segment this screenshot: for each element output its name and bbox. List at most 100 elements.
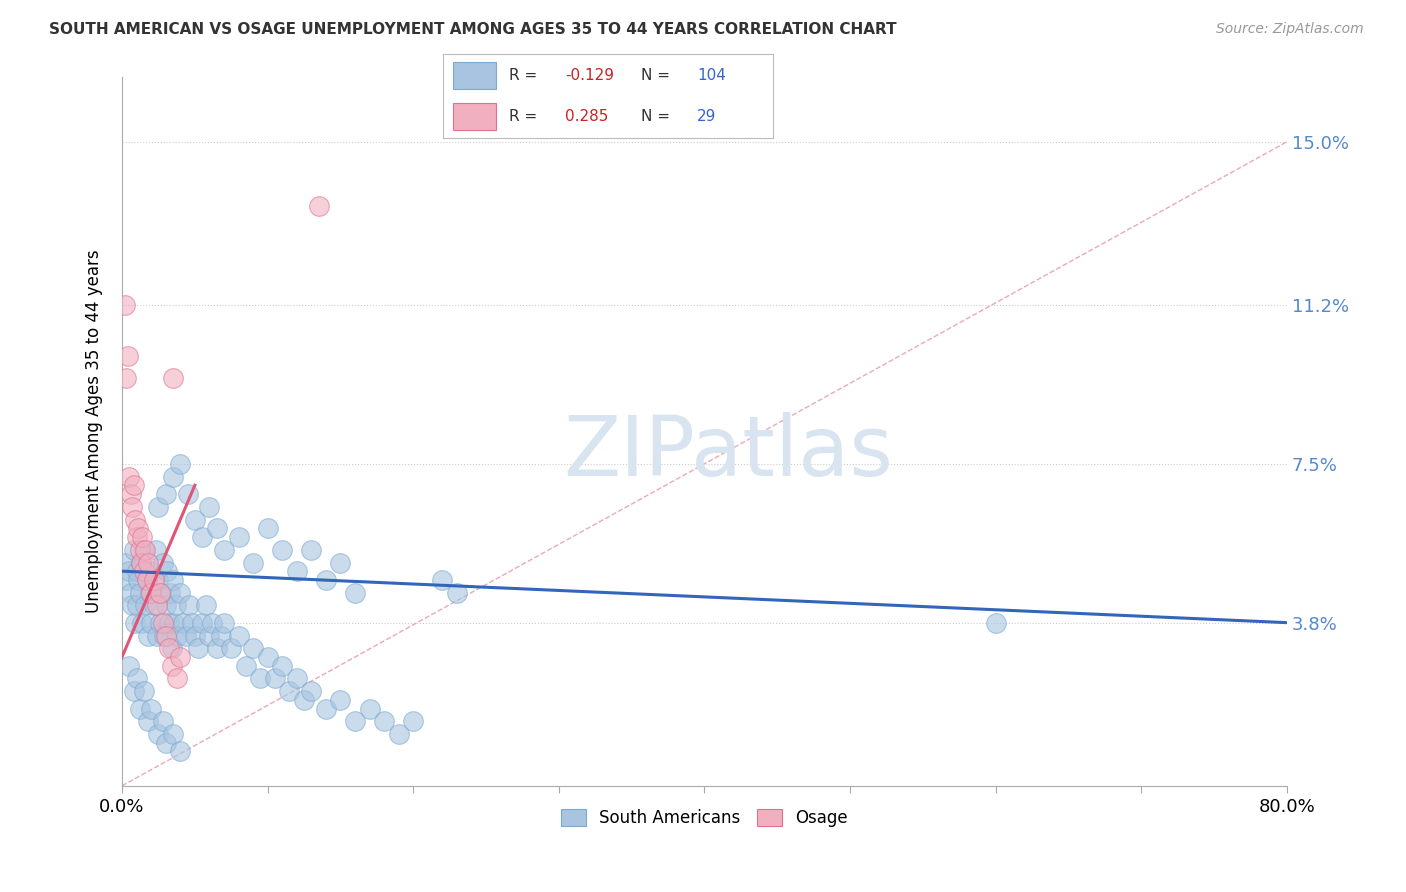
Point [184, 628, 207, 642]
Point [134, 542, 156, 557]
Point [150, 585, 173, 599]
Text: 29: 29 [697, 109, 717, 124]
Point [149, 615, 172, 630]
Point [129, 556, 152, 570]
Point [285, 564, 308, 578]
Point [121, 599, 143, 613]
Point [373, 714, 395, 729]
Point [152, 615, 174, 630]
Point [143, 573, 166, 587]
Point [122, 478, 145, 492]
Point [152, 714, 174, 729]
Point [127, 521, 149, 535]
Point [131, 530, 153, 544]
Point [114, 556, 136, 570]
Text: R =: R = [509, 68, 543, 83]
Point [121, 500, 143, 514]
Legend: South Americans, Osage: South Americans, Osage [554, 803, 855, 834]
Point [125, 599, 148, 613]
Point [201, 615, 224, 630]
Point [174, 628, 197, 642]
Text: Source: ZipAtlas.com: Source: ZipAtlas.com [1216, 22, 1364, 37]
Point [205, 641, 228, 656]
Point [117, 350, 139, 364]
Point [172, 615, 194, 630]
Point [329, 556, 352, 570]
Point [166, 672, 188, 686]
Bar [453, 62, 496, 89]
Point [432, 573, 454, 587]
Point [169, 744, 191, 758]
Point [122, 684, 145, 698]
Point [195, 599, 218, 613]
Point [141, 701, 163, 715]
Point [143, 599, 166, 613]
Point [212, 542, 235, 557]
Point [148, 573, 170, 587]
Point [359, 701, 381, 715]
Text: 0.285: 0.285 [565, 109, 609, 124]
Point [132, 684, 155, 698]
Point [125, 672, 148, 686]
Point [181, 615, 204, 630]
Point [285, 672, 308, 686]
Point [118, 469, 141, 483]
Point [212, 615, 235, 630]
Point [141, 564, 163, 578]
Point [219, 641, 242, 656]
Y-axis label: Unemployment Among Ages 35 to 44 years: Unemployment Among Ages 35 to 44 years [86, 250, 103, 614]
Point [146, 599, 169, 613]
Text: SOUTH AMERICAN VS OSAGE UNEMPLOYMENT AMONG AGES 35 TO 44 YEARS CORRELATION CHART: SOUTH AMERICAN VS OSAGE UNEMPLOYMENT AMO… [49, 22, 897, 37]
Point [402, 714, 425, 729]
Point [308, 199, 330, 213]
Point [128, 585, 150, 599]
Point [160, 658, 183, 673]
Point [163, 615, 186, 630]
Point [191, 615, 214, 630]
Point [159, 585, 181, 599]
Text: N =: N = [641, 68, 675, 83]
Point [162, 469, 184, 483]
Point [278, 684, 301, 698]
Point [228, 530, 250, 544]
Point [136, 628, 159, 642]
Point [235, 658, 257, 673]
Point [242, 641, 264, 656]
Point [114, 298, 136, 312]
Bar [453, 103, 496, 130]
Point [169, 585, 191, 599]
Point [166, 628, 188, 642]
Point [315, 701, 337, 715]
Point [127, 573, 149, 587]
Point [124, 615, 146, 630]
Point [155, 487, 177, 501]
Point [131, 615, 153, 630]
Point [152, 556, 174, 570]
Point [177, 599, 200, 613]
Point [153, 628, 176, 642]
Point [191, 530, 214, 544]
Point [165, 599, 187, 613]
Point [299, 684, 322, 698]
Point [160, 641, 183, 656]
Point [205, 521, 228, 535]
Point [162, 371, 184, 385]
Point [446, 585, 468, 599]
Point [120, 585, 142, 599]
Point [120, 487, 142, 501]
Point [162, 727, 184, 741]
Point [128, 542, 150, 557]
Point [162, 573, 184, 587]
Point [136, 556, 159, 570]
Point [271, 658, 294, 673]
Point [115, 573, 138, 587]
Point [292, 693, 315, 707]
Text: ZIPatlas: ZIPatlas [562, 412, 893, 493]
Point [209, 628, 232, 642]
Point [118, 564, 141, 578]
Point [138, 585, 160, 599]
Point [125, 530, 148, 544]
Point [157, 615, 180, 630]
Point [984, 615, 1007, 630]
Point [132, 542, 155, 557]
